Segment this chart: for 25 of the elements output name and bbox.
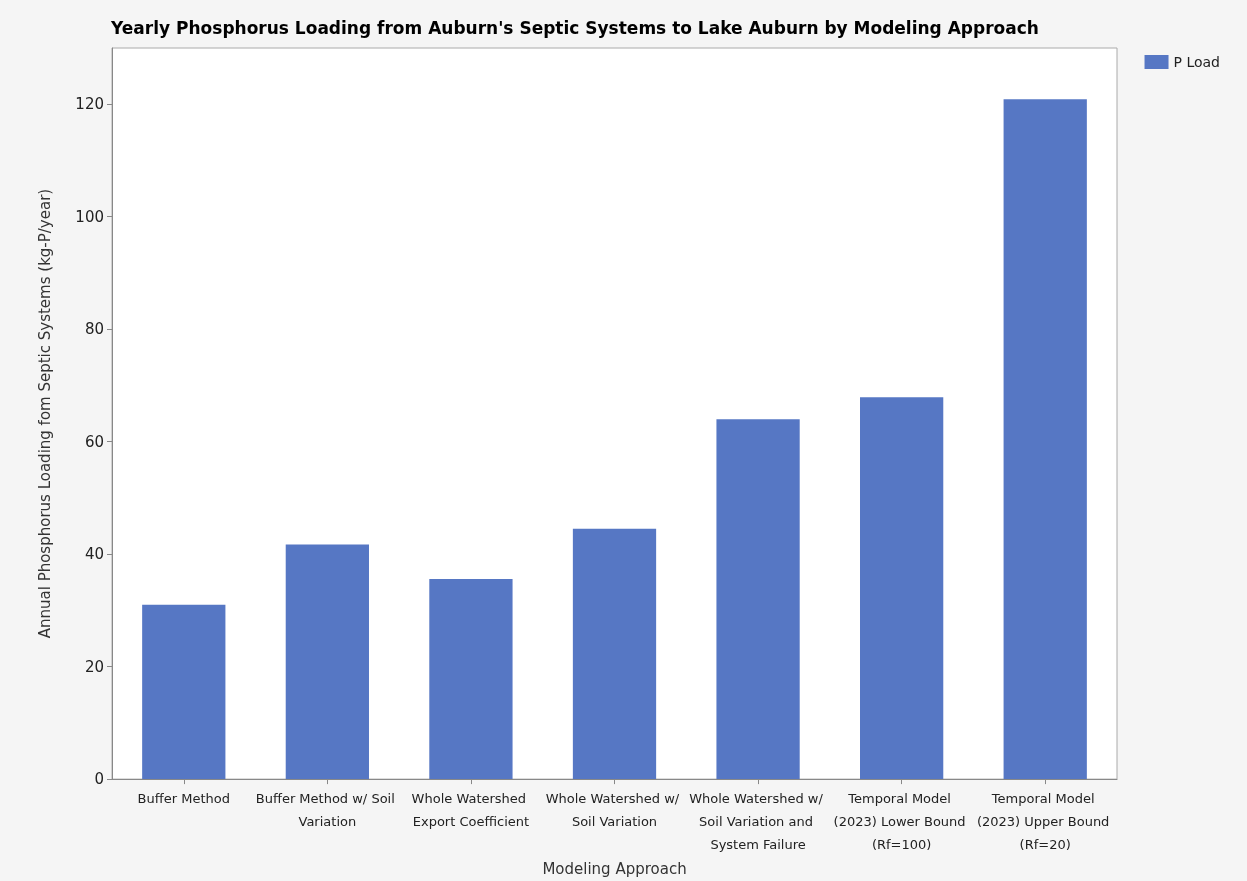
x-axis-title: Modeling Approach (542, 859, 687, 878)
bar (142, 604, 226, 780)
bar (429, 578, 513, 780)
bar (716, 419, 800, 780)
y-tick-label: 120 (75, 95, 104, 114)
x-tick-label: Whole Watershed w/ Soil Variation (545, 791, 684, 830)
y-tick-label: 60 (84, 432, 104, 451)
x-tick-label: Whole Watershed w/ Soil Variation and System Failure (689, 791, 827, 853)
x-tick-label: Temporal Model (2023) Upper Bound (Rf=20) (976, 791, 1114, 853)
y-tick-label: 20 (84, 657, 104, 676)
x-tick-label: Temporal Model (2023) Lower Bound (Rf=100) (833, 791, 970, 853)
bar (572, 528, 657, 780)
y-tick-label: 0 (94, 770, 104, 789)
x-tick-label: Buffer Method w/ Soil Variation (255, 791, 399, 830)
bar (285, 544, 369, 780)
y-tick-label: 80 (84, 320, 104, 339)
y-tick-label: 100 (75, 207, 104, 226)
chart-title: Yearly Phosphorus Loading from Auburn's Septic Systems to Lake Auburn by Modeling Approach (110, 17, 1039, 38)
y-tick-label: 40 (84, 545, 104, 564)
bar (1003, 99, 1087, 780)
x-tick-label: Whole Watershed Export Coefficient (411, 791, 531, 830)
x-tick-label: Buffer Method (137, 791, 230, 807)
legend-label: P Load (1173, 54, 1221, 70)
y-axis-title: Annual Phosphorus Loading fom Septic Systems (kg-P/year) (35, 188, 54, 639)
bar (860, 397, 944, 780)
